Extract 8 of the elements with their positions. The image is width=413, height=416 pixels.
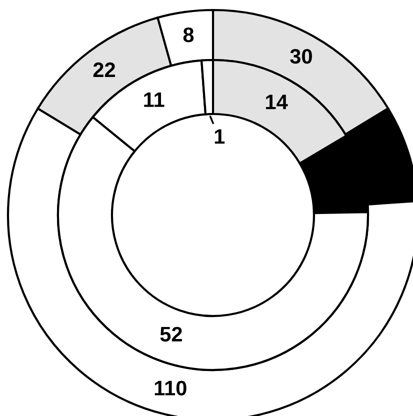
data-label: 30 [290, 48, 312, 64]
data-label: 22 [93, 62, 115, 77]
data-label: 11 [144, 92, 164, 107]
data-label: 14 [266, 94, 288, 110]
data-label: 52 [160, 326, 182, 342]
data-label: 8 [183, 28, 194, 42]
data-label: 1 [214, 129, 225, 144]
data-label: 110 [154, 380, 186, 396]
